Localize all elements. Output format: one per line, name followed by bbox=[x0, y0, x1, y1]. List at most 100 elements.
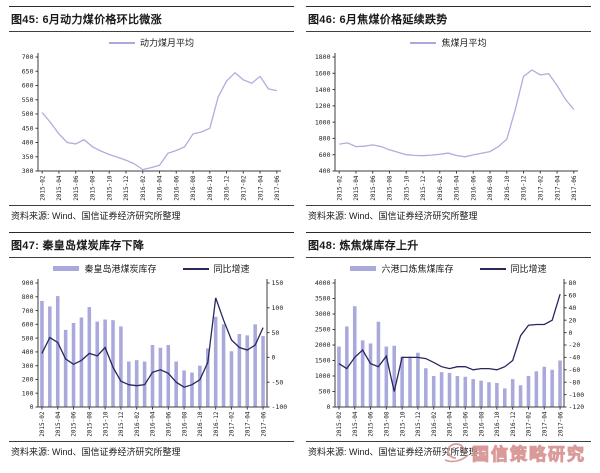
svg-text:2016-08: 2016-08 bbox=[487, 175, 494, 201]
svg-text:1800: 1800 bbox=[314, 53, 330, 61]
figure-48-plot: 0 500 1000 1500 2000 2500 3000 3500 4000 -120 -100… bbox=[314, 279, 584, 437]
svg-text:500: 500 bbox=[21, 334, 33, 342]
source-rule bbox=[9, 441, 294, 442]
svg-text:40: 40 bbox=[568, 304, 576, 312]
svg-text:600: 600 bbox=[318, 151, 330, 159]
brand-watermark: 国信策略研究 bbox=[443, 440, 586, 465]
svg-text:2015-06: 2015-06 bbox=[369, 175, 376, 201]
svg-text:2015-12: 2015-12 bbox=[123, 175, 130, 201]
svg-text:2015-04: 2015-04 bbox=[54, 411, 61, 437]
bar-swatch-icon bbox=[53, 266, 80, 271]
svg-text:2016-02: 2016-02 bbox=[133, 411, 140, 437]
svg-text:2016-08: 2016-08 bbox=[478, 411, 485, 437]
svg-text:-40: -40 bbox=[568, 354, 580, 362]
svg-text:100: 100 bbox=[21, 389, 33, 397]
svg-text:-80: -80 bbox=[568, 378, 580, 386]
legend-label: 秦皇岛港煤炭库存 bbox=[84, 264, 157, 274]
svg-text:400: 400 bbox=[318, 167, 330, 175]
legend-label: 同比增速 bbox=[213, 264, 250, 274]
svg-text:2015-06: 2015-06 bbox=[367, 411, 374, 437]
svg-text:1500: 1500 bbox=[314, 357, 330, 365]
svg-text:600: 600 bbox=[21, 321, 33, 329]
legend-label: 动力煤月平均 bbox=[139, 38, 194, 48]
svg-text:2017-02: 2017-02 bbox=[525, 411, 532, 437]
legend-item: 六港口炼焦煤库存 bbox=[350, 262, 454, 275]
source-rule bbox=[306, 205, 591, 206]
svg-text:700: 700 bbox=[21, 307, 33, 315]
svg-text:2016-04: 2016-04 bbox=[149, 411, 156, 437]
svg-text:2015-12: 2015-12 bbox=[415, 411, 422, 437]
figure-47-legend: 秦皇岛港煤炭库存 同比增速 bbox=[9, 262, 294, 275]
svg-text:4000: 4000 bbox=[314, 279, 330, 287]
svg-text:800: 800 bbox=[21, 293, 33, 301]
svg-text:500: 500 bbox=[318, 388, 330, 396]
svg-text:450: 450 bbox=[21, 124, 33, 132]
svg-text:300: 300 bbox=[21, 362, 33, 370]
svg-text:350: 350 bbox=[21, 153, 33, 161]
svg-text:2015-04: 2015-04 bbox=[353, 175, 360, 201]
figures-grid: 图45: 6月动力煤价格环比微涨 动力煤月平均 300 350 400 450 500 5… bbox=[9, 6, 591, 458]
svg-text:2016-10: 2016-10 bbox=[503, 175, 510, 201]
title-bottom-rule bbox=[9, 257, 294, 258]
figure-45-title: 图45: 6月动力煤价格环比微涨 bbox=[11, 14, 162, 26]
svg-text:-20: -20 bbox=[568, 341, 580, 349]
svg-text:-100: -100 bbox=[271, 403, 287, 411]
svg-text:50: 50 bbox=[271, 329, 279, 337]
svg-text:2015-04: 2015-04 bbox=[56, 175, 63, 201]
figure-46-source-note: 资料来源: Wind、国信证券经济研究所整理 bbox=[308, 211, 478, 221]
svg-text:2016-08: 2016-08 bbox=[190, 175, 197, 201]
svg-text:2016-04: 2016-04 bbox=[446, 411, 453, 437]
line-swatch-icon bbox=[479, 267, 506, 270]
svg-text:900: 900 bbox=[21, 279, 33, 287]
figure-45-source-note: 资料来源: Wind、国信证券经济研究所整理 bbox=[11, 211, 181, 221]
svg-text:200: 200 bbox=[21, 376, 33, 384]
svg-text:2015-02: 2015-02 bbox=[336, 411, 343, 437]
svg-text:0: 0 bbox=[29, 403, 33, 411]
svg-text:2015-02: 2015-02 bbox=[39, 175, 46, 201]
legend-label: 焦煤月平均 bbox=[441, 38, 487, 48]
figure-47-source-note: 资料来源: Wind、国信证券经济研究所整理 bbox=[11, 447, 181, 457]
svg-text:0: 0 bbox=[271, 354, 275, 362]
figure-46-title: 图46: 6月焦煤价格延续跌势 bbox=[308, 14, 448, 26]
svg-text:2017-06: 2017-06 bbox=[557, 411, 564, 437]
brand-watermark-text: 国信策略研究 bbox=[472, 445, 586, 465]
svg-text:2015-12: 2015-12 bbox=[420, 175, 427, 201]
legend-item: 同比增速 bbox=[479, 262, 547, 275]
svg-text:800: 800 bbox=[318, 135, 330, 143]
bar-swatch-icon bbox=[350, 266, 377, 271]
svg-text:2016-04: 2016-04 bbox=[453, 175, 460, 201]
svg-text:1200: 1200 bbox=[314, 102, 330, 110]
figure-47-title: 图47: 秦皇岛煤炭库存下降 bbox=[11, 240, 145, 252]
figure-48-title: 图48: 炼焦煤库存上升 bbox=[308, 240, 419, 252]
source-rule bbox=[306, 441, 591, 442]
svg-text:2017-04: 2017-04 bbox=[541, 411, 548, 437]
svg-text:600: 600 bbox=[21, 82, 33, 90]
svg-text:1000: 1000 bbox=[314, 118, 330, 126]
svg-text:2016-12: 2016-12 bbox=[223, 175, 230, 201]
figure-card-45: 图45: 6月动力煤价格环比微涨 动力煤月平均 300 350 400 450 500 5… bbox=[9, 6, 294, 222]
figure-card-48: 图48: 炼焦煤库存上升 六港口炼焦煤库存 同比增速 0 500 1000 1500 2… bbox=[306, 232, 591, 458]
svg-text:2015-10: 2015-10 bbox=[106, 175, 113, 201]
svg-text:2017-02: 2017-02 bbox=[228, 411, 235, 437]
title-top-rule bbox=[306, 232, 591, 233]
title-top-rule bbox=[306, 6, 591, 7]
svg-text:2015-02: 2015-02 bbox=[39, 411, 46, 437]
svg-text:0: 0 bbox=[326, 403, 330, 411]
svg-text:2016-02: 2016-02 bbox=[436, 175, 443, 201]
svg-text:2016-10: 2016-10 bbox=[197, 411, 204, 437]
svg-text:20: 20 bbox=[568, 316, 576, 324]
svg-text:150: 150 bbox=[271, 279, 283, 287]
figure-45-legend: 动力煤月平均 bbox=[9, 36, 294, 49]
svg-text:2016-12: 2016-12 bbox=[212, 411, 219, 437]
title-bottom-rule bbox=[9, 31, 294, 32]
svg-text:2017-06: 2017-06 bbox=[274, 175, 281, 201]
legend-item: 焦煤月平均 bbox=[410, 36, 487, 49]
svg-text:550: 550 bbox=[21, 96, 33, 104]
svg-text:2016-04: 2016-04 bbox=[156, 175, 163, 201]
svg-text:80: 80 bbox=[568, 279, 576, 287]
svg-text:2017-02: 2017-02 bbox=[240, 175, 247, 201]
figure-45-plot: 300 350 400 450 500 550 600 650 700 2015-02 2015-0… bbox=[21, 53, 281, 201]
svg-text:2016-02: 2016-02 bbox=[430, 411, 437, 437]
svg-text:2015-10: 2015-10 bbox=[399, 411, 406, 437]
title-bottom-rule bbox=[306, 31, 591, 32]
